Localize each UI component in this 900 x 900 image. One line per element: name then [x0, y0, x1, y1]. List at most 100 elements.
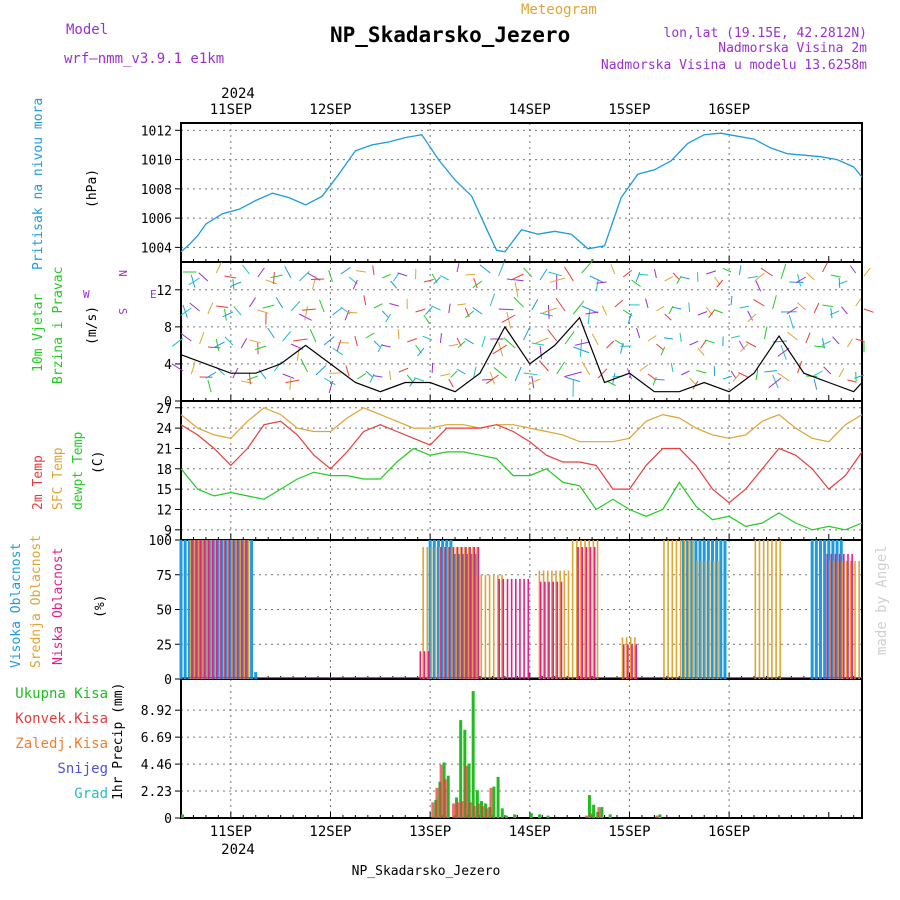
- wind-arrow: [352, 279, 358, 290]
- wind-arrow: [382, 273, 391, 279]
- compass-north: N: [116, 270, 129, 277]
- panel-frame: [180, 261, 863, 402]
- wind-arrow: [340, 267, 351, 275]
- wind-arrow: [595, 278, 599, 292]
- wind-arrow: [230, 281, 242, 287]
- precip-convective-bar: [468, 802, 472, 818]
- precip-convective-bar: [460, 801, 464, 818]
- wind-arrow: [296, 346, 300, 361]
- wind-arrow: [854, 374, 865, 379]
- wind-arrow: [309, 329, 317, 343]
- lonlat-text: lon,lat (19.15E, 42.2812N): [664, 26, 868, 41]
- wind-arrow: [254, 345, 267, 351]
- wind-arrow: [535, 337, 549, 344]
- wind-arrow: [795, 276, 807, 284]
- precip-total-bar: [546, 815, 550, 818]
- date-label-top: 15SEP: [608, 102, 650, 118]
- ytick-label: 1006: [141, 212, 172, 227]
- wind-arrow: [614, 299, 624, 308]
- wind-arrow: [293, 338, 308, 342]
- wind-arrow: [262, 304, 275, 309]
- wind-arrow: [832, 336, 840, 345]
- precip-total-bar: [592, 804, 596, 818]
- wind-arrow: [655, 378, 665, 381]
- wind-arrow: [731, 335, 741, 339]
- wind-arrow: [786, 306, 798, 315]
- wind-arrow: [425, 306, 433, 316]
- wind-arrow: [457, 303, 467, 306]
- wind-arrow: [822, 304, 833, 308]
- wind-arrow: [319, 299, 325, 313]
- dewpt-line: [180, 447, 863, 531]
- wind-arrow: [407, 338, 417, 343]
- date-label-bottom: 16SEP: [708, 824, 750, 840]
- precip-bars: [181, 691, 662, 818]
- wind-arrow: [514, 366, 522, 382]
- wind-arrow: [492, 344, 508, 355]
- wind-arrow: [355, 270, 366, 273]
- wind-arrow: [670, 362, 674, 373]
- wind-arrow: [240, 337, 248, 349]
- ytick-label: 18: [156, 463, 172, 478]
- wind-arrow: [645, 298, 649, 309]
- ytick-label: 9: [164, 524, 172, 539]
- wind-arrow: [547, 304, 550, 319]
- wind-arrow: [414, 377, 425, 382]
- wind-arrow: [328, 270, 333, 283]
- wind-arrow: [506, 311, 512, 329]
- wind-arrow: [700, 339, 707, 349]
- precip-convective-bar: [452, 803, 456, 818]
- wind-arrow: [233, 306, 242, 316]
- wind-arrow: [672, 272, 680, 280]
- wind-arrow: [373, 303, 383, 309]
- wind-arrow: [676, 275, 682, 285]
- wind-arrow: [199, 331, 205, 345]
- wind-arrow: [473, 366, 477, 378]
- panel-frame: [180, 122, 863, 263]
- wind-arrow: [481, 335, 486, 348]
- wind-arrow: [423, 279, 434, 283]
- precip-convective-bar: [435, 787, 439, 818]
- wind-arrow: [597, 368, 608, 379]
- precip-total-bar: [492, 786, 496, 818]
- ytick-label: 4.46: [141, 758, 172, 773]
- wind-arrow: [652, 376, 657, 386]
- wind-arrow: [207, 302, 214, 315]
- wind-arrow: [390, 280, 398, 289]
- model-label: Model: [66, 22, 108, 38]
- panel-pressure: 1004 1006 1008 1010 1012: [141, 122, 863, 263]
- wind-unit: (m/s): [85, 306, 100, 345]
- wind-arrow: [448, 378, 454, 388]
- year-bottom: 2024: [221, 842, 255, 858]
- precip-total-bar: [608, 814, 612, 818]
- wind-arrow: [539, 312, 554, 317]
- wind-arrow: [398, 367, 409, 373]
- wind-compass: N W E S: [83, 270, 157, 315]
- wind-arrow: [755, 280, 762, 292]
- footer-station: NP_Skadarsko_Jezero: [352, 864, 501, 879]
- wind-arrow: [215, 261, 222, 274]
- precip-convective-bar: [476, 803, 480, 818]
- wind-arrow: [531, 342, 545, 346]
- wind-arrow: [216, 305, 229, 308]
- wind-arrow: [863, 267, 871, 277]
- ytick-label: 1008: [141, 183, 172, 198]
- wind-arrow: [273, 361, 282, 372]
- wind-arrow: [539, 268, 548, 281]
- wind-arrow: [622, 269, 633, 278]
- wind-arrow: [172, 337, 184, 347]
- wind-arrow: [448, 343, 459, 347]
- wind-arrow: [863, 308, 874, 313]
- ytick-label: 1004: [141, 241, 172, 256]
- wind-arrow: [653, 268, 657, 279]
- wind-arrow: [486, 374, 499, 384]
- wind-arrow: [754, 272, 765, 282]
- wind-arrow: [797, 273, 802, 287]
- precip-total-bar: [538, 814, 542, 818]
- wind-arrow: [205, 371, 217, 379]
- precip-legend: Ukupna Kisa Konvek.Kisa Zaledj.Kisa Snij…: [15, 686, 108, 802]
- wind-arrow: [501, 314, 516, 323]
- compass-west: W: [83, 288, 90, 301]
- wind-arrow: [738, 265, 742, 276]
- wind-arrow: [587, 308, 591, 325]
